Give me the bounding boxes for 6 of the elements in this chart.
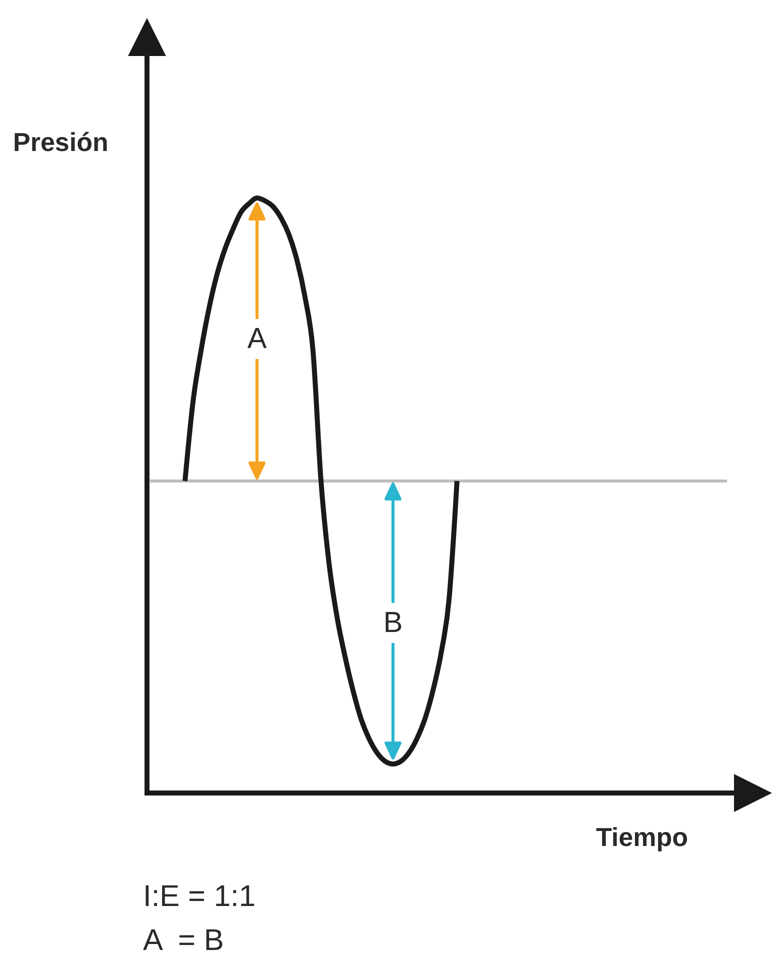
y-axis-title: Presión	[13, 127, 108, 157]
annotation: B	[383, 607, 403, 639]
text: I:E = 1:1	[143, 880, 256, 913]
x-axis-title: Tiempo	[596, 822, 688, 852]
annotation: A	[247, 323, 268, 355]
text: A = B	[143, 924, 224, 956]
